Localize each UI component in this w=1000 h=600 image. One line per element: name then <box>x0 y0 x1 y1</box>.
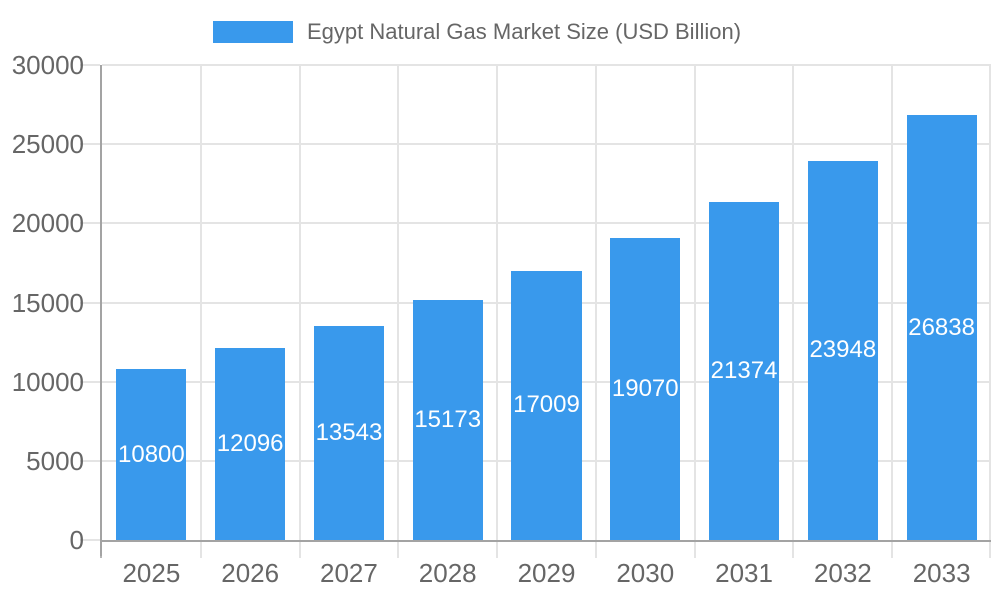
x-axis-label: 2028 <box>418 558 477 588</box>
gridline-horizontal <box>102 64 991 66</box>
bar-2032[interactable]: 23948 <box>807 160 878 540</box>
gridline-vertical <box>496 65 499 540</box>
x-axis-tick <box>594 542 597 558</box>
gridline-vertical <box>594 65 597 540</box>
bar-2030[interactable]: 19070 <box>610 238 681 540</box>
x-axis-tick <box>397 542 400 558</box>
bar-2025[interactable]: 10800 <box>116 369 187 540</box>
legend-label: Egypt Natural Gas Market Size (USD Billi… <box>307 19 742 44</box>
x-axis-tick <box>891 542 894 558</box>
gridline-horizontal <box>102 222 991 225</box>
gridline-vertical <box>693 65 696 540</box>
x-axis-label: 2031 <box>715 558 773 588</box>
y-axis-tick <box>80 222 100 225</box>
bar-2026[interactable]: 12096 <box>215 348 286 540</box>
x-axis-label: 2025 <box>122 558 181 588</box>
bar-2033[interactable]: 26838 <box>906 115 977 540</box>
x-axis-label: 2030 <box>616 558 675 588</box>
y-axis-label: 20000 <box>11 208 84 239</box>
x-axis-label: 2029 <box>517 558 576 588</box>
x-axis-tick <box>199 542 202 558</box>
bar-2029[interactable]: 17009 <box>511 270 582 540</box>
bar-2027[interactable]: 13543 <box>313 325 384 540</box>
x-axis-tick <box>792 542 795 558</box>
y-axis-line <box>100 65 102 556</box>
gridline-vertical <box>199 65 202 540</box>
y-axis-label: 30000 <box>11 50 84 80</box>
y-axis-tick <box>80 301 100 304</box>
y-axis-tick <box>80 539 100 541</box>
x-axis-tick <box>298 542 301 558</box>
plot-area: 10800 12096 13543 15173 17009 19070 21374 23948… <box>80 64 991 558</box>
x-axis-tick <box>989 542 991 558</box>
bar-value-label: 13543 <box>315 418 383 446</box>
bar-value-label: 23948 <box>809 336 877 364</box>
x-axis-tick <box>496 542 499 558</box>
y-axis-label: 0 <box>69 525 84 555</box>
bar-value-label: 26838 <box>908 313 975 341</box>
gridline-vertical <box>989 65 991 540</box>
gridline-horizontal <box>102 143 991 146</box>
gridline-vertical <box>792 65 795 540</box>
y-axis-label: 5000 <box>26 445 84 476</box>
chart-legend-item[interactable]: Egypt Natural Gas Market Size (USD Billi… <box>213 21 741 43</box>
bar-2028[interactable]: 15173 <box>412 299 483 540</box>
y-axis-tick <box>80 64 100 66</box>
bar-value-label: 21374 <box>710 356 778 384</box>
bar-value-label: 15173 <box>414 405 482 433</box>
y-axis-tick <box>80 143 100 146</box>
x-axis-label: 2027 <box>320 558 378 588</box>
bar-value-label: 10800 <box>118 440 185 468</box>
gridline-vertical <box>397 65 400 540</box>
x-axis-label: 2032 <box>813 558 872 588</box>
x-axis-label: 2033 <box>912 558 971 588</box>
y-axis-label: 25000 <box>11 129 84 160</box>
x-axis-tick <box>693 542 696 558</box>
y-axis-tick <box>80 459 100 462</box>
bar-2031[interactable]: 21374 <box>708 201 780 540</box>
y-axis-tick <box>80 380 100 383</box>
bar-value-label: 12096 <box>216 430 284 458</box>
legend-swatch <box>213 21 293 43</box>
gridline-vertical <box>298 65 301 540</box>
x-axis-line <box>100 540 991 542</box>
y-axis-label: 10000 <box>11 366 84 397</box>
bar-value-label: 17009 <box>513 391 580 419</box>
x-axis-label: 2026 <box>221 558 280 588</box>
y-axis-label: 15000 <box>11 287 84 318</box>
gridline-vertical <box>891 65 894 540</box>
bar-value-label: 19070 <box>611 375 679 403</box>
